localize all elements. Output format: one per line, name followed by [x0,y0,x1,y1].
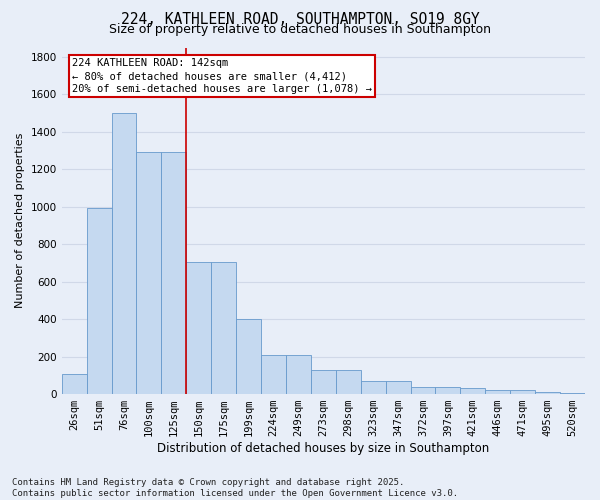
Text: Contains HM Land Registry data © Crown copyright and database right 2025.
Contai: Contains HM Land Registry data © Crown c… [12,478,458,498]
Y-axis label: Number of detached properties: Number of detached properties [15,133,25,308]
Bar [236,319,261,394]
Bar [485,390,510,394]
Text: 224, KATHLEEN ROAD, SOUTHAMPTON, SO19 8GY: 224, KATHLEEN ROAD, SOUTHAMPTON, SO19 8G… [121,12,479,28]
Bar [62,374,86,394]
Text: Size of property relative to detached houses in Southampton: Size of property relative to detached ho… [109,24,491,36]
Bar [311,370,336,394]
Bar [535,392,560,394]
Bar [211,262,236,394]
Bar [161,152,186,394]
Bar [286,354,311,394]
Bar [186,262,211,394]
Bar [560,393,585,394]
Bar [261,354,286,394]
Bar [460,388,485,394]
Text: 224 KATHLEEN ROAD: 142sqm
← 80% of detached houses are smaller (4,412)
20% of se: 224 KATHLEEN ROAD: 142sqm ← 80% of detac… [72,58,372,94]
Bar [510,390,535,394]
Bar [410,386,436,394]
Bar [86,208,112,394]
Bar [386,381,410,394]
Bar [112,113,136,394]
Bar [136,152,161,394]
Bar [336,370,361,394]
Bar [361,381,386,394]
X-axis label: Distribution of detached houses by size in Southampton: Distribution of detached houses by size … [157,442,490,455]
Bar [436,386,460,394]
